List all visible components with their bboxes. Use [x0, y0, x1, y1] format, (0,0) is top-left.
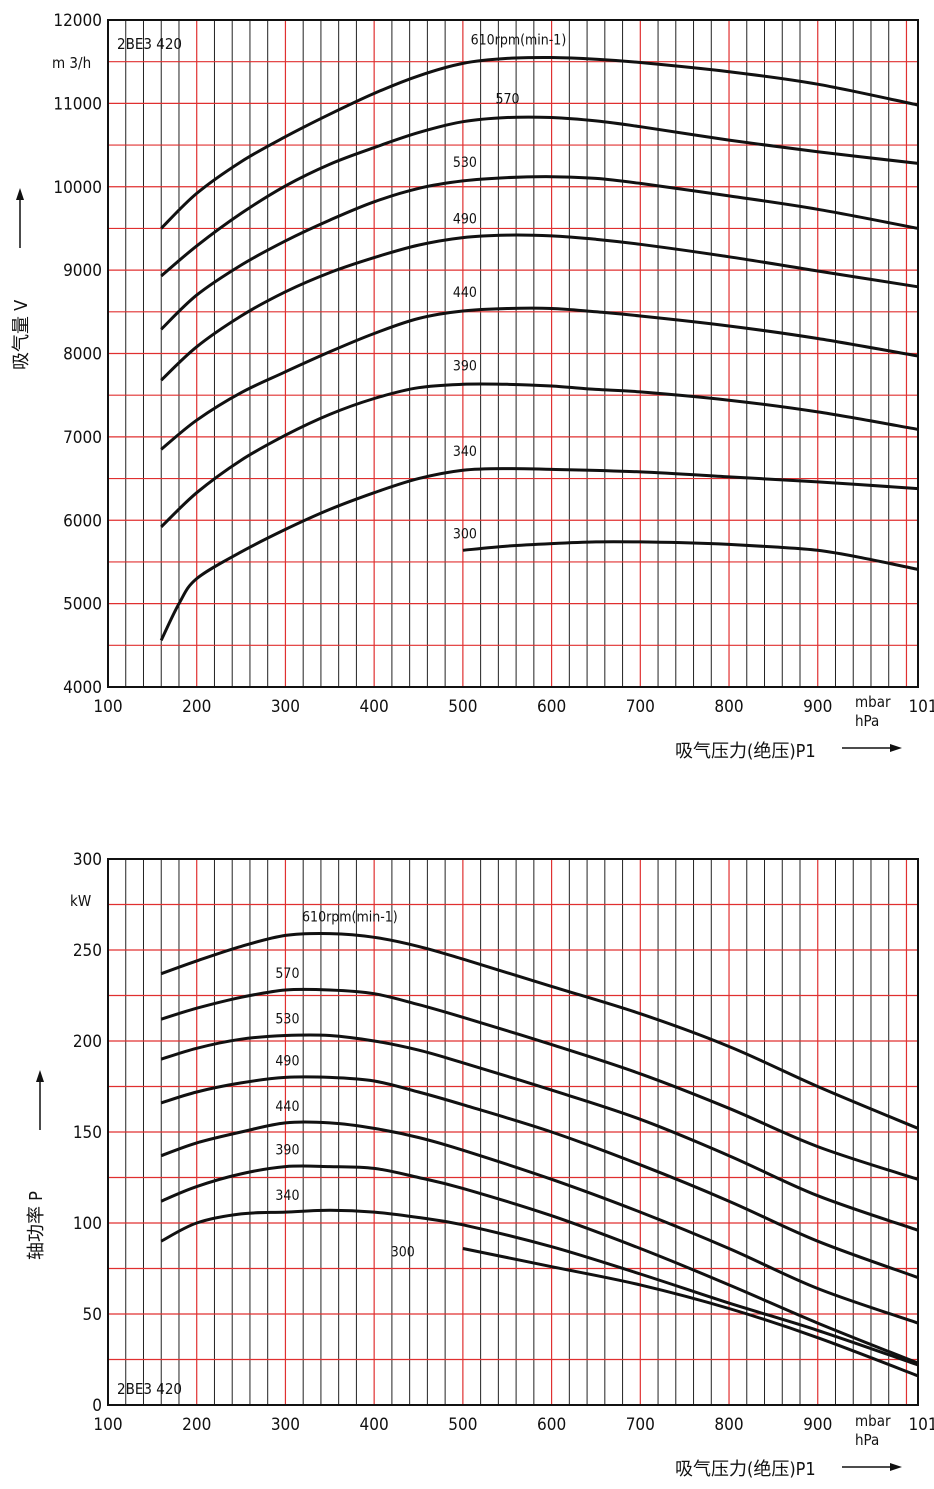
plot-frame: [107, 19, 919, 688]
series-line-390: [160, 382, 919, 528]
y-tick-label: 6000: [63, 511, 102, 531]
series-label: 610rpm(min-1): [302, 910, 398, 926]
power-y-arrow-icon: [36, 1070, 44, 1130]
x-tick-label: 200: [182, 697, 211, 717]
capacity-model-label: 2BE3 420: [117, 35, 182, 53]
series-line-390: [160, 1164, 919, 1365]
series-label: 530: [453, 155, 477, 171]
x-tick-label: 600: [537, 1415, 566, 1435]
capacity-ticks: 4000 5000 6000 7000 8000 9000 10000 11000 12000 1…: [53, 11, 934, 717]
x-tick-label: 400: [360, 1415, 389, 1435]
series-label: 300: [391, 1244, 415, 1260]
x-tick-label: 1013: [908, 697, 934, 717]
capacity-grid: [107, 19, 919, 688]
y-tick-label: 100: [73, 1214, 102, 1234]
series-line-610rpmmin1: [160, 931, 919, 1130]
y-tick-label: 150: [73, 1123, 102, 1143]
y-tick-label: 11000: [53, 94, 102, 114]
x-tick-label: 700: [626, 697, 655, 717]
series-line-300: [462, 1247, 919, 1378]
capacity-chart: 610rpm(min-1) 570 530 490 440 390 340 300 4000 5…: [11, 11, 934, 762]
series-label: 530: [275, 1012, 299, 1028]
series-line-300: [462, 540, 919, 571]
power-model-label: 2BE3 420: [117, 1380, 182, 1398]
series-line-570: [160, 987, 919, 1181]
x-tick-label: 600: [537, 697, 566, 717]
capacity-x-unit-hpa: hPa: [855, 712, 879, 730]
series-label: 390: [453, 358, 477, 374]
x-tick-label: 500: [448, 1415, 477, 1435]
series-label: 570: [495, 92, 519, 108]
series-label: 570: [275, 966, 299, 982]
series-label: 300: [453, 526, 477, 542]
x-tick-label: 700: [626, 1415, 655, 1435]
y-tick-label: 8000: [63, 345, 102, 365]
y-tick-label: 50: [83, 1305, 102, 1325]
x-tick-label: 100: [93, 1415, 122, 1435]
x-tick-label: 800: [714, 1415, 743, 1435]
x-tick-label: 300: [271, 697, 300, 717]
series-line-490: [160, 233, 919, 382]
series-label: 490: [275, 1053, 299, 1069]
y-tick-label: 4000: [63, 678, 102, 698]
series-line-340: [160, 1208, 919, 1367]
capacity-y-unit: m 3/h: [52, 54, 91, 72]
series-label: 610rpm(min-1): [471, 32, 567, 48]
series-line-530: [160, 175, 919, 331]
power-x-arrow-icon: [842, 1463, 902, 1471]
x-tick-label: 800: [714, 697, 743, 717]
x-tick-label: 300: [271, 1415, 300, 1435]
y-tick-label: 0: [92, 1396, 102, 1416]
x-tick-label: 900: [803, 697, 832, 717]
series-line-440: [160, 306, 919, 451]
series-label: 340: [275, 1188, 299, 1204]
capacity-x-unit-mbar: mbar: [855, 693, 891, 711]
series-label: 490: [453, 212, 477, 228]
series-label: 340: [453, 444, 477, 460]
series-label: 440: [275, 1099, 299, 1115]
series-line-440: [160, 1120, 919, 1325]
y-tick-label: 300: [73, 850, 102, 870]
series-line-340: [159, 467, 919, 641]
y-tick-label: 12000: [53, 11, 102, 31]
series-line-490: [160, 1075, 919, 1280]
series-line-530: [160, 1033, 919, 1232]
power-y-unit: kW: [70, 892, 91, 910]
y-tick-label: 250: [73, 941, 102, 961]
series-line-610rpmmin1: [160, 55, 919, 230]
capacity-y-arrow-icon: [16, 188, 24, 248]
x-tick-label: 500: [448, 697, 477, 717]
x-tick-label: 1013: [908, 1415, 934, 1435]
power-chart: 610rpm(min-1) 570 530 490 440 390 340 300 0 50 10…: [26, 850, 934, 1480]
power-ticks: 0 50 100 150 200 250 300 100 200 300 400 500 600 700 8…: [73, 850, 934, 1435]
power-curves: 610rpm(min-1) 570 530 490 440 390 340 300: [160, 910, 919, 1378]
power-x-label: 吸气压力(绝压)P1: [675, 1459, 816, 1480]
series-label: 440: [453, 285, 477, 301]
y-tick-label: 5000: [63, 595, 102, 615]
power-x-unit-hpa: hPa: [855, 1431, 879, 1449]
series-line-570: [160, 115, 919, 278]
x-tick-label: 900: [803, 1415, 832, 1435]
plot-frame: [107, 858, 919, 1406]
x-tick-label: 200: [182, 1415, 211, 1435]
series-label: 390: [275, 1143, 299, 1159]
capacity-curves: 610rpm(min-1) 570 530 490 440 390 340 300: [159, 32, 919, 641]
power-x-unit-mbar: mbar: [855, 1412, 891, 1430]
capacity-x-arrow-icon: [842, 744, 902, 752]
y-tick-label: 7000: [63, 428, 102, 448]
x-tick-label: 100: [93, 697, 122, 717]
y-tick-label: 200: [73, 1032, 102, 1052]
power-y-label: 轴功率 P: [26, 1191, 47, 1260]
y-tick-label: 10000: [53, 178, 102, 198]
x-tick-label: 400: [360, 697, 389, 717]
capacity-y-label: 吸气量 V: [11, 300, 32, 370]
y-tick-label: 9000: [63, 261, 102, 281]
capacity-x-label: 吸气压力(绝压)P1: [675, 741, 816, 762]
